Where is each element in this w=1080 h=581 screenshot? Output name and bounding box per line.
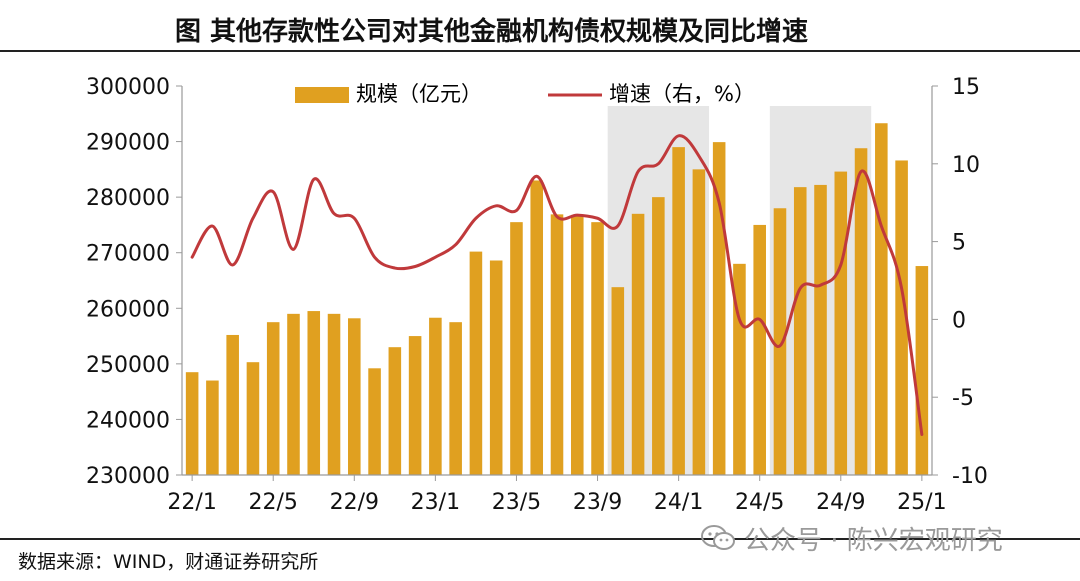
bar-24/2 (692, 169, 706, 475)
bar-22/11 (388, 347, 402, 475)
right-tick-label: 0 (952, 308, 966, 333)
bar-23/12 (652, 197, 665, 475)
bar-24/11 (875, 123, 888, 476)
bar-22/10 (368, 368, 381, 475)
chart-title: 图 其他存款性公司对其他金融机构债权规模及同比增速 (175, 17, 809, 47)
bar-23/8 (570, 214, 584, 475)
bar-24/10 (854, 148, 868, 475)
x-tick-label: 24/1 (654, 490, 703, 515)
right-tick-label: -10 (952, 464, 988, 489)
bar-22/12 (408, 336, 422, 475)
bar-23/9 (591, 222, 604, 475)
bar-24/9 (834, 171, 848, 475)
source-note: 数据来源：WIND，财通证券研究所 (18, 551, 319, 573)
legend-line-label: 增速（右，%） (609, 82, 755, 106)
left-tick-label: 280000 (86, 186, 170, 211)
bar-22/4 (246, 362, 260, 475)
watermark: 公众号 · 陈兴宏观研究 (700, 521, 1003, 556)
legend-bar-swatch (295, 87, 349, 103)
legend-bar-label: 规模（亿元） (356, 82, 482, 106)
bar-24/6 (773, 208, 787, 475)
x-tick-label: 23/1 (411, 490, 460, 515)
bar-23/6 (530, 180, 544, 475)
left-tick-label: 250000 (86, 353, 170, 378)
title-bar: 图 其他存款性公司对其他金融机构债权规模及同比增速 (0, 0, 1080, 50)
bar-22/2 (206, 380, 219, 475)
right-tick-label: -5 (952, 386, 974, 411)
x-tick-label: 22/1 (167, 490, 216, 515)
x-tick-label: 24/9 (816, 490, 865, 515)
x-tick-label: 22/5 (249, 490, 298, 515)
bar-23/1 (429, 317, 442, 475)
bar-25/1 (915, 266, 929, 475)
bar-23/10 (611, 287, 625, 475)
x-tick-label: 23/5 (492, 490, 541, 515)
line-series (190, 134, 924, 437)
bar-22/6 (287, 313, 300, 475)
x-tick-label: 25/1 (897, 490, 946, 515)
left-tick-label: 300000 (86, 75, 170, 100)
footer-rule (0, 538, 1080, 540)
legend: 规模（亿元） 增速（右，%） (295, 82, 755, 106)
x-tick-label: 22/9 (330, 490, 379, 515)
x-tick-label: 23/9 (573, 490, 622, 515)
right-tick-label: 5 (952, 231, 966, 256)
wechat-icon (701, 525, 735, 550)
x-tick-label: 24/5 (735, 490, 784, 515)
axes: 230000 240000 250000 260000 270000 280000 2900… (86, 75, 988, 515)
bar-24/4 (733, 263, 746, 475)
bar-24/12 (895, 160, 908, 476)
chart-area: 230000 240000 250000 260000 270000 280000 2900… (86, 75, 988, 515)
bar-24/8 (814, 184, 827, 475)
bar-22/8 (327, 313, 341, 475)
growth-line (190, 134, 924, 437)
left-tick-label: 260000 (86, 297, 170, 322)
bar-23/7 (550, 214, 564, 475)
bar-23/11 (631, 213, 645, 476)
bar-22/1 (185, 372, 199, 475)
left-tick-label: 230000 (86, 464, 170, 489)
bar-22/3 (226, 334, 239, 475)
bar-23/2 (449, 322, 462, 475)
left-tick-label: 270000 (86, 242, 170, 267)
bar-24/1 (672, 147, 685, 475)
bar-24/5 (753, 224, 766, 475)
bar-24/7 (793, 187, 807, 475)
left-tick-label: 240000 (86, 408, 170, 433)
bar-23/5 (510, 222, 523, 475)
right-tick-label: 10 (952, 153, 980, 178)
bar-23/3 (469, 251, 483, 475)
right-tick-label: 15 (952, 75, 980, 100)
watermark-text: 公众号 · 陈兴宏观研究 (744, 525, 1003, 556)
bar-22/9 (348, 318, 361, 475)
bar-22/5 (266, 322, 280, 475)
left-tick-label: 290000 (86, 131, 170, 156)
bar-23/4 (489, 260, 503, 475)
bar-22/7 (307, 311, 321, 475)
title-rule-top (0, 50, 1080, 52)
